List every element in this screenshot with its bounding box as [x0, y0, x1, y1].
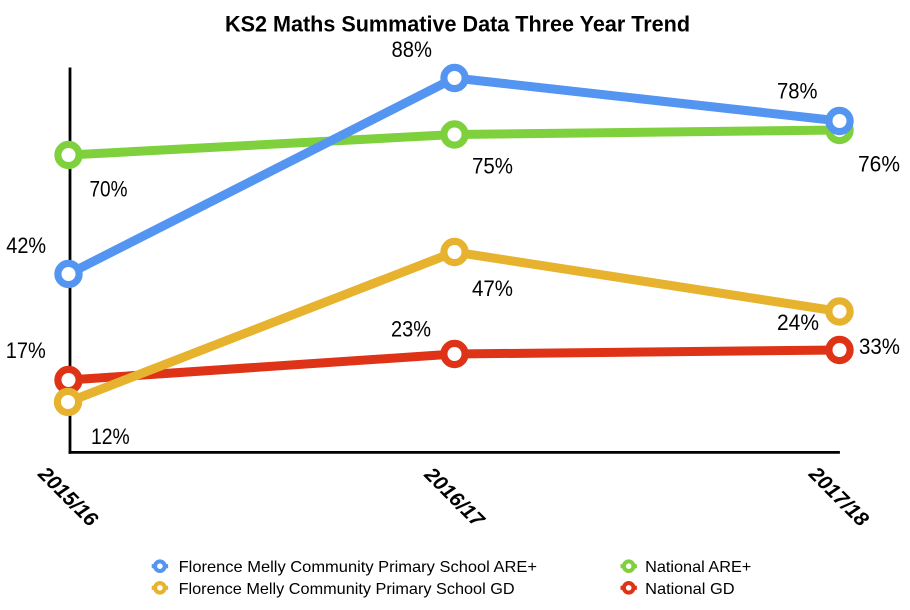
svg-text:National ARE+: National ARE+	[645, 559, 751, 576]
svg-text:Florence Melly Community Prima: Florence Melly Community Primary School …	[179, 559, 537, 576]
svg-text:88%: 88%	[392, 37, 433, 62]
svg-text:National GD: National GD	[645, 581, 735, 598]
svg-text:75%: 75%	[472, 154, 513, 179]
svg-text:78%: 78%	[777, 79, 818, 104]
svg-text:76%: 76%	[858, 152, 900, 177]
svg-text:23%: 23%	[391, 317, 431, 342]
svg-text:47%: 47%	[472, 276, 513, 301]
svg-text:33%: 33%	[859, 334, 900, 359]
svg-text:42%: 42%	[6, 233, 46, 258]
svg-text:KS2 Maths Summative Data Three: KS2 Maths Summative Data Three Year Tren…	[225, 12, 690, 37]
svg-text:17%: 17%	[6, 338, 46, 363]
svg-text:Florence Melly Community Prima: Florence Melly Community Primary School …	[179, 581, 515, 598]
svg-text:70%: 70%	[90, 176, 128, 201]
svg-text:12%: 12%	[91, 424, 130, 449]
svg-text:24%: 24%	[777, 310, 819, 335]
